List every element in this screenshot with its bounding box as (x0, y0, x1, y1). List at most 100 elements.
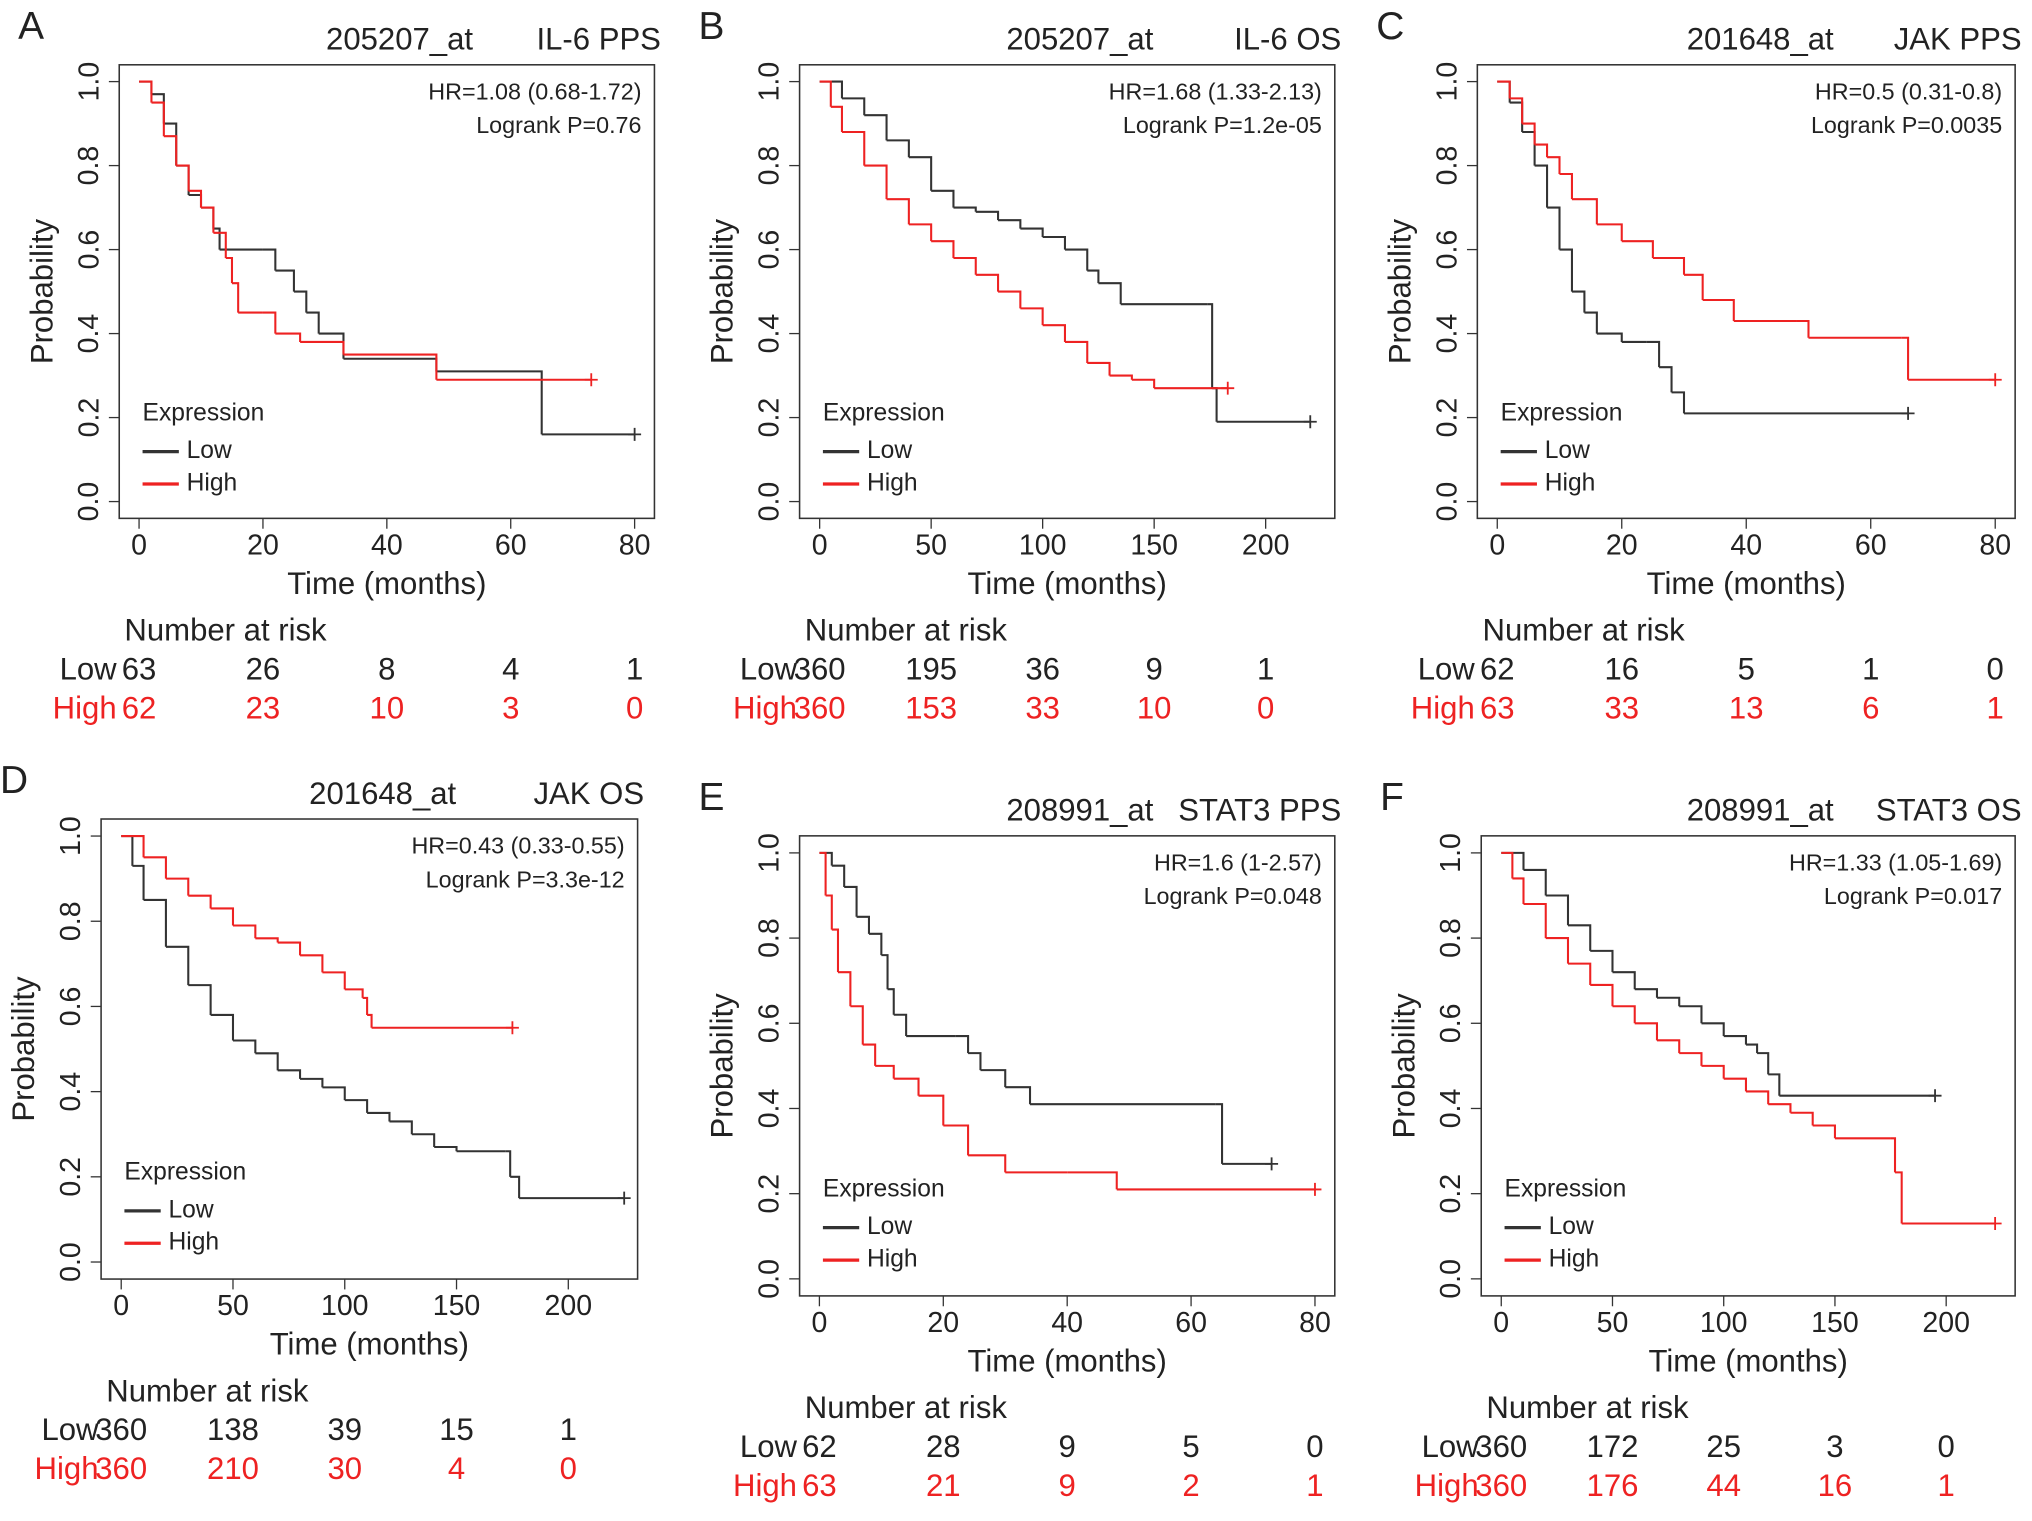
risk-count: 10 (370, 690, 405, 725)
survival-step (176, 164, 190, 195)
risk-count: 195 (905, 651, 957, 686)
annotation: Logrank P=3.3e-12 (426, 866, 625, 892)
survival-step (163, 135, 178, 166)
survival-step (1534, 164, 1549, 208)
risk-count: 1 (1306, 1468, 1323, 1503)
survival-step (151, 93, 165, 124)
risk-row-name: Low (740, 651, 798, 686)
risk-count: 26 (246, 651, 281, 686)
annotation: HR=0.43 (0.33-0.55) (411, 833, 624, 859)
survival-step (1590, 983, 1614, 1007)
y-tick-label: 0.0 (55, 1242, 87, 1282)
censor-mark (1308, 1182, 1322, 1196)
survival-step (908, 223, 933, 242)
risk-row-name: High (1411, 690, 1475, 725)
survival-step (322, 1086, 346, 1101)
survival-step (1757, 1052, 1770, 1075)
survival-step (210, 907, 235, 926)
survival-step (139, 80, 153, 103)
x-axis-label: Time (months) (968, 566, 1167, 601)
survival-step (188, 984, 212, 1015)
survival-step (1701, 1022, 1725, 1037)
y-tick-label: 1.0 (1431, 62, 1463, 102)
risk-table-title: Number at risk (805, 613, 1008, 648)
x-tick-label: 100 (1700, 1307, 1748, 1339)
y-tick-label: 0.6 (754, 1003, 786, 1043)
risk-count: 360 (95, 1412, 147, 1447)
risk-count: 0 (1987, 651, 2004, 686)
panel: D 201648_at JAK OS0 50 100 150 2000.00.20.40.6… (0, 759, 644, 1486)
x-tick-label: 100 (1019, 529, 1067, 561)
censor-mark (1901, 406, 1915, 420)
risk-count: 15 (439, 1412, 474, 1447)
risk-count: 9 (1059, 1468, 1076, 1503)
x-tick-label: 80 (1979, 529, 2011, 561)
x-tick-label: 150 (433, 1290, 481, 1322)
survival-step (968, 1154, 1007, 1173)
survival-step (165, 945, 190, 986)
y-axis-label: Probability (1382, 219, 1417, 365)
survival-step (1522, 130, 1536, 166)
y-tick-label: 0.4 (73, 314, 105, 354)
survival-step (1768, 1073, 1781, 1096)
risk-count: 36 (1025, 651, 1060, 686)
x-tick-label: 40 (1051, 1307, 1083, 1339)
survival-step (1559, 248, 1573, 292)
risk-count: 153 (905, 690, 957, 725)
y-tick-label: 0.8 (1435, 918, 1467, 958)
y-tick-label: 0.2 (754, 1174, 786, 1214)
risk-count: 360 (794, 651, 846, 686)
survival-step (151, 101, 165, 137)
survival-step (293, 290, 308, 313)
survival-step (1812, 1124, 1836, 1139)
censor-mark (1221, 381, 1235, 395)
x-axis-label: Time (months) (968, 1344, 1167, 1379)
survival-step (232, 924, 257, 939)
survival-step (953, 256, 977, 275)
risk-row-name: High (35, 1451, 99, 1486)
risk-row-name: Low (41, 1412, 99, 1447)
survival-step (1547, 156, 1561, 174)
legend-label: High (1549, 1246, 1600, 1273)
survival-step (232, 1039, 257, 1054)
annotation: Logrank P=0.0035 (1811, 112, 2002, 138)
risk-count: 138 (207, 1412, 259, 1447)
survival-step (931, 189, 955, 208)
survival-step (1067, 1171, 1118, 1190)
chart-title: 201648_at (309, 776, 456, 811)
y-axis-label: Probability (1386, 993, 1421, 1139)
y-tick-label: 1.0 (73, 62, 105, 102)
risk-count: 3 (1826, 1429, 1843, 1464)
y-tick-label: 0.2 (1431, 398, 1463, 438)
survival-step (980, 1069, 1007, 1088)
x-tick-label: 60 (1175, 1307, 1207, 1339)
x-tick-label: 80 (619, 529, 651, 561)
y-tick-label: 0.8 (754, 146, 786, 186)
survival-step (362, 996, 369, 1015)
risk-count: 9 (1059, 1429, 1076, 1464)
censor-mark (617, 1191, 631, 1205)
survival-step (1596, 223, 1623, 242)
survival-step (886, 139, 910, 158)
risk-row-name: High (733, 690, 797, 725)
plot-frame (1480, 835, 2016, 1297)
x-tick-label: 150 (1811, 1307, 1859, 1339)
chart-subtitle: STAT3 PPS (1178, 793, 1341, 828)
survival-step (389, 1120, 413, 1135)
survival-step (143, 856, 167, 879)
risk-count: 172 (1587, 1429, 1639, 1464)
annotation: HR=1.33 (1.05-1.69) (1789, 850, 2002, 876)
risk-count: 1 (626, 651, 643, 686)
legend-label: Low (867, 437, 912, 464)
x-tick-label: 0 (811, 1307, 827, 1339)
y-tick-label: 1.0 (754, 62, 786, 102)
chart-subtitle: IL-6 OS (1234, 22, 1341, 57)
y-tick-label: 0.4 (754, 1089, 786, 1129)
y-tick-label: 0.4 (1435, 1089, 1467, 1129)
censor-mark (1265, 1157, 1279, 1171)
chart-subtitle: JAK OS (533, 776, 644, 811)
survival-step (275, 332, 302, 342)
plot-frame (798, 835, 1336, 1297)
